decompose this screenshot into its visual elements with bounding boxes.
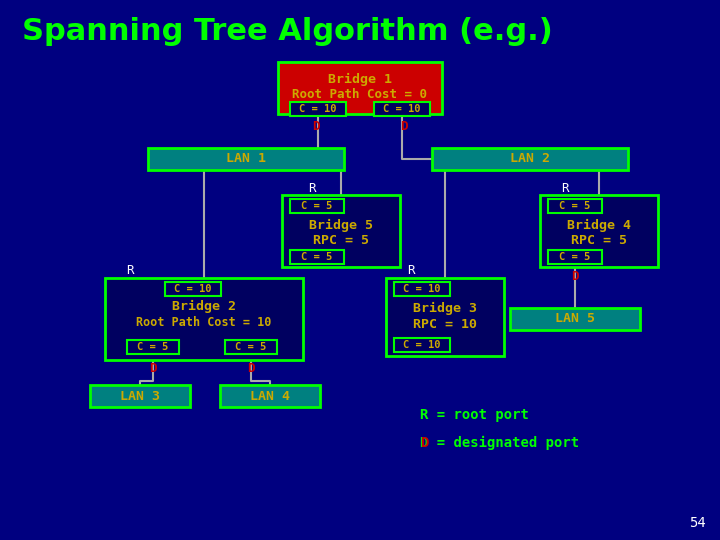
Text: R: R <box>308 181 316 194</box>
Text: D: D <box>247 362 255 375</box>
Text: D = designated port: D = designated port <box>420 436 579 450</box>
Text: Bridge 2: Bridge 2 <box>172 300 236 313</box>
FancyBboxPatch shape <box>127 340 179 354</box>
Text: C = 10: C = 10 <box>383 104 420 114</box>
FancyBboxPatch shape <box>394 338 450 352</box>
Text: C = 5: C = 5 <box>138 342 168 352</box>
Text: RPC = 5: RPC = 5 <box>571 234 627 247</box>
Text: C = 10: C = 10 <box>300 104 337 114</box>
FancyBboxPatch shape <box>548 199 602 213</box>
Text: D: D <box>312 119 320 132</box>
Text: C = 5: C = 5 <box>559 201 590 211</box>
FancyBboxPatch shape <box>374 102 430 116</box>
FancyBboxPatch shape <box>510 308 640 330</box>
FancyBboxPatch shape <box>282 195 400 267</box>
Text: C = 5: C = 5 <box>235 342 266 352</box>
Text: Bridge 3: Bridge 3 <box>413 301 477 314</box>
Text: Bridge 5: Bridge 5 <box>309 219 373 232</box>
Text: D: D <box>420 436 428 450</box>
Text: D: D <box>149 362 157 375</box>
Text: LAN 1: LAN 1 <box>226 152 266 165</box>
Text: D: D <box>571 269 579 282</box>
FancyBboxPatch shape <box>278 62 442 114</box>
Text: LAN 5: LAN 5 <box>555 313 595 326</box>
FancyBboxPatch shape <box>290 102 346 116</box>
Text: C = 10: C = 10 <box>403 340 441 350</box>
FancyBboxPatch shape <box>225 340 277 354</box>
FancyBboxPatch shape <box>105 278 303 360</box>
Text: Bridge 1: Bridge 1 <box>328 72 392 85</box>
Text: R: R <box>126 265 134 278</box>
FancyBboxPatch shape <box>290 250 344 264</box>
FancyBboxPatch shape <box>220 385 320 407</box>
Text: R: R <box>408 265 415 278</box>
FancyBboxPatch shape <box>386 278 504 356</box>
Text: 54: 54 <box>689 516 706 530</box>
Text: C = 5: C = 5 <box>559 252 590 262</box>
Text: R = root port: R = root port <box>420 408 529 422</box>
Text: C = 5: C = 5 <box>302 201 333 211</box>
Text: C = 5: C = 5 <box>302 252 333 262</box>
Text: C = 10: C = 10 <box>174 284 212 294</box>
FancyBboxPatch shape <box>90 385 190 407</box>
FancyBboxPatch shape <box>548 250 602 264</box>
Text: Spanning Tree Algorithm (e.g.): Spanning Tree Algorithm (e.g.) <box>22 17 553 46</box>
FancyBboxPatch shape <box>165 282 221 296</box>
Text: LAN 2: LAN 2 <box>510 152 550 165</box>
FancyBboxPatch shape <box>290 199 344 213</box>
FancyBboxPatch shape <box>540 195 658 267</box>
Text: R: R <box>562 181 569 194</box>
Text: C = 10: C = 10 <box>403 284 441 294</box>
Text: Bridge 4: Bridge 4 <box>567 219 631 232</box>
Text: RPC = 5: RPC = 5 <box>313 234 369 247</box>
Text: LAN 4: LAN 4 <box>250 389 290 402</box>
Text: D: D <box>400 119 408 132</box>
Text: RPC = 10: RPC = 10 <box>413 319 477 332</box>
Text: LAN 3: LAN 3 <box>120 389 160 402</box>
FancyBboxPatch shape <box>148 148 344 170</box>
Text: Root Path Cost = 0: Root Path Cost = 0 <box>292 87 428 100</box>
FancyBboxPatch shape <box>432 148 628 170</box>
FancyBboxPatch shape <box>394 282 450 296</box>
Text: Root Path Cost = 10: Root Path Cost = 10 <box>136 315 271 328</box>
